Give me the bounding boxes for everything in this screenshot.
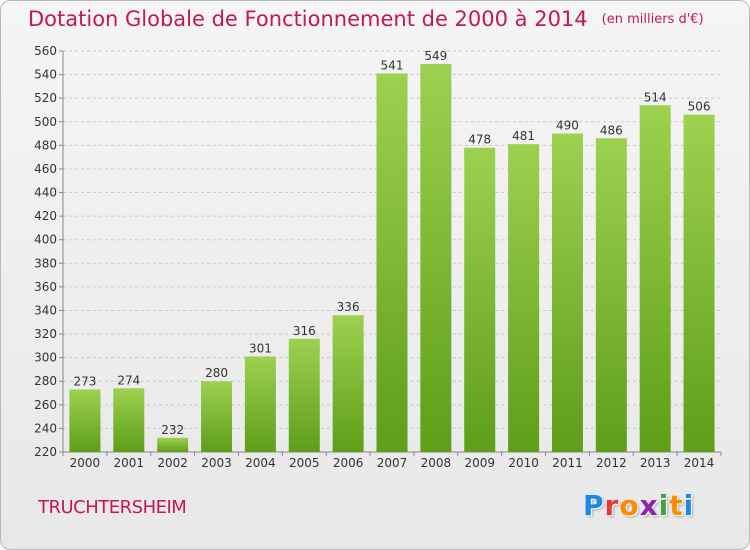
y-tick-label: 540 bbox=[34, 68, 57, 82]
bar bbox=[244, 356, 276, 452]
bar bbox=[332, 315, 364, 452]
x-tick-label: 2001 bbox=[114, 456, 145, 470]
data-label: 486 bbox=[600, 123, 623, 137]
x-tick-label: 2014 bbox=[684, 456, 715, 470]
y-tick-label: 360 bbox=[34, 280, 57, 294]
logo-letter: P bbox=[583, 489, 605, 522]
logo-letter: r bbox=[604, 489, 620, 522]
x-tick-label: 2005 bbox=[289, 456, 320, 470]
chart-unit: (en milliers d'€) bbox=[601, 12, 704, 27]
x-tick-label: 2004 bbox=[245, 456, 276, 470]
data-label: 301 bbox=[249, 341, 272, 355]
logo-letter: i bbox=[658, 489, 670, 522]
bar bbox=[113, 388, 145, 452]
y-tick-label: 560 bbox=[34, 44, 57, 58]
data-label: 481 bbox=[512, 129, 535, 143]
y-tick-label: 320 bbox=[34, 327, 57, 341]
y-tick-label: 220 bbox=[34, 445, 57, 459]
y-tick-label: 240 bbox=[34, 421, 57, 435]
data-label: 274 bbox=[117, 373, 140, 387]
y-tick-label: 300 bbox=[34, 351, 57, 365]
x-tick-label: 2000 bbox=[70, 456, 101, 470]
y-tick-label: 420 bbox=[34, 209, 57, 223]
y-tick-label: 340 bbox=[34, 303, 57, 317]
commune-name: TRUCHTERSHEIM bbox=[38, 497, 187, 518]
data-label: 514 bbox=[644, 90, 667, 104]
x-tick-label: 2009 bbox=[464, 456, 495, 470]
bar bbox=[376, 73, 408, 453]
data-labels: 273 274 232 280 301 316 336 541 549 478 481 490 486 5… bbox=[73, 49, 710, 437]
x-tick-label: 2011 bbox=[552, 456, 583, 470]
logo-letter: t bbox=[669, 489, 684, 522]
x-tick-label: 2008 bbox=[421, 456, 452, 470]
data-label: 232 bbox=[161, 423, 184, 437]
data-label: 541 bbox=[381, 58, 404, 72]
x-tick-label: 2010 bbox=[508, 456, 539, 470]
y-tick-label: 440 bbox=[34, 186, 57, 200]
x-tick-label: 2012 bbox=[596, 456, 627, 470]
y-tick-label: 520 bbox=[34, 91, 57, 105]
bars bbox=[69, 63, 715, 453]
x-tick-label: 2013 bbox=[640, 456, 671, 470]
bar bbox=[639, 105, 671, 453]
data-label: 506 bbox=[688, 100, 711, 114]
x-axis: 2000 2001 2002 2003 2004 2005 2006 2007 2008 2009… bbox=[62, 452, 722, 470]
bar bbox=[595, 138, 627, 452]
bar bbox=[683, 114, 715, 452]
x-tick-label: 2007 bbox=[377, 456, 408, 470]
data-label: 478 bbox=[468, 133, 491, 147]
data-label: 490 bbox=[556, 119, 579, 133]
y-tick-label: 480 bbox=[34, 138, 57, 152]
y-axis: 220 240 260 280 300 320 340 360 380 400 420 440 460 4… bbox=[34, 44, 721, 459]
data-label: 273 bbox=[73, 374, 96, 388]
logo-letter: x bbox=[639, 489, 659, 522]
x-tick-label: 2003 bbox=[201, 456, 232, 470]
proxiti-logo[interactable]: Proxiti bbox=[583, 489, 694, 522]
bar bbox=[288, 338, 320, 452]
data-label: 336 bbox=[337, 300, 360, 314]
bar bbox=[201, 381, 233, 452]
data-label: 280 bbox=[205, 366, 228, 380]
y-tick-label: 400 bbox=[34, 233, 57, 247]
bar bbox=[69, 389, 101, 452]
y-tick-label: 380 bbox=[34, 256, 57, 270]
y-tick-label: 460 bbox=[34, 162, 57, 176]
x-tick-label: 2002 bbox=[157, 456, 188, 470]
y-tick-label: 280 bbox=[34, 374, 57, 388]
data-label: 316 bbox=[293, 324, 316, 338]
bar bbox=[420, 63, 452, 452]
chart-title-text: Dotation Globale de Fonctionnement de 20… bbox=[28, 7, 588, 31]
bar bbox=[157, 437, 189, 452]
y-tick-label: 260 bbox=[34, 398, 57, 412]
logo-letter: i bbox=[683, 489, 695, 522]
bar bbox=[551, 133, 583, 452]
x-tick-label: 2006 bbox=[333, 456, 364, 470]
chart-title: Dotation Globale de Fonctionnement de 20… bbox=[28, 7, 704, 31]
y-tick-label: 500 bbox=[34, 115, 57, 129]
data-label: 549 bbox=[424, 49, 447, 63]
bar bbox=[508, 144, 540, 452]
logo-letter: o bbox=[619, 489, 640, 522]
bar bbox=[464, 147, 496, 452]
